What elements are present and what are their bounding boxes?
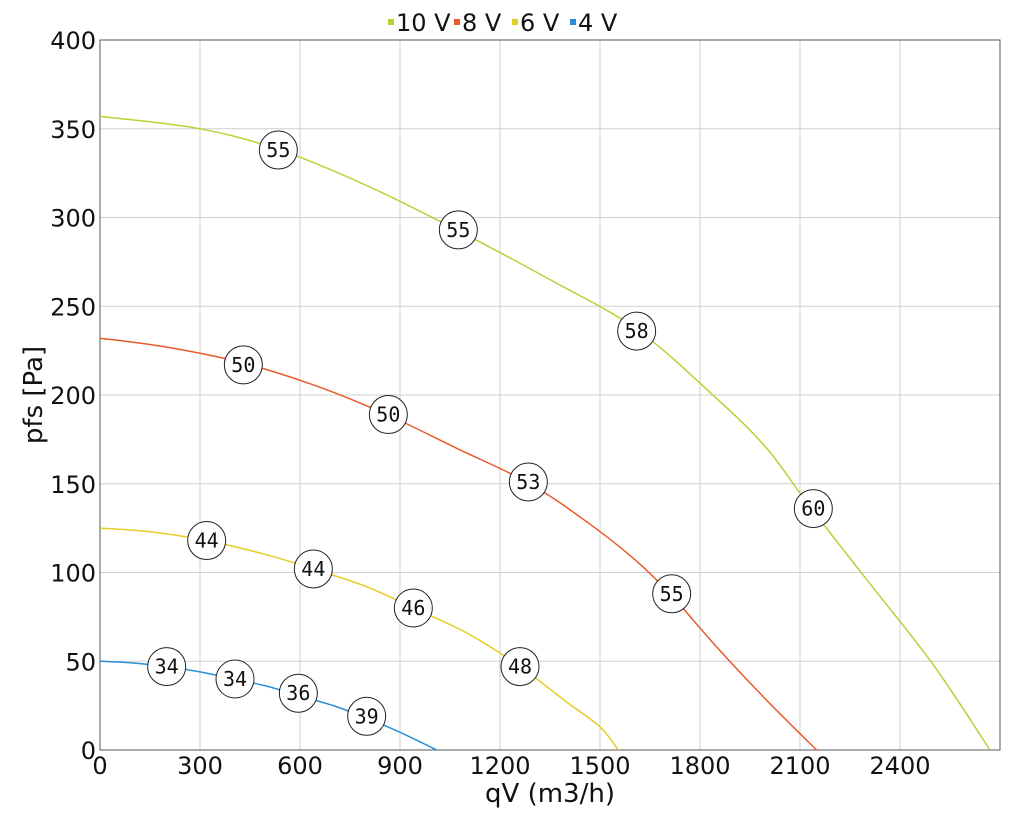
curve-marker: 60: [793, 489, 833, 529]
marker-circle: [508, 462, 548, 502]
y-tick-label: 0: [81, 737, 96, 765]
marker-label: 50: [231, 353, 255, 377]
curve-marker: 44: [293, 549, 333, 589]
series-markers: 55 55 58 60 50 50 53 55 44 44 46 48 34 34 36 39: [147, 130, 833, 736]
legend-swatch: [388, 19, 394, 25]
series-lines: [99, 115, 991, 751]
legend-label: 8 V: [462, 9, 502, 37]
y-tick-label: 350: [50, 116, 96, 144]
legend-swatch: [454, 19, 460, 25]
plot-frame: [99, 39, 1001, 751]
marker-label: 55: [446, 218, 470, 242]
marker-circle: [293, 549, 333, 589]
marker-circle: [258, 130, 298, 170]
curve-marker: 44: [187, 521, 227, 561]
marker-label: 34: [223, 667, 247, 691]
y-tick-label: 150: [50, 471, 96, 499]
legend-swatch: [512, 19, 518, 25]
marker-label: 34: [155, 655, 179, 679]
x-tick-label: 900: [377, 752, 423, 780]
marker-circle: [278, 673, 318, 713]
marker-circle: [500, 647, 540, 687]
legend-label: 6 V: [520, 9, 560, 37]
x-tick-label: 1500: [569, 752, 630, 780]
marker-circle: [652, 574, 692, 614]
marker-label: 60: [801, 497, 825, 521]
curve-marker: 53: [508, 462, 548, 502]
marker-label: 50: [376, 403, 400, 427]
curve-marker: 55: [258, 130, 298, 170]
marker-label: 36: [286, 681, 310, 705]
x-tick-label: 2400: [869, 752, 930, 780]
x-axis-ticks: 0 300 600 900 1200 1500 1800 2100 2400: [92, 752, 930, 780]
y-tick-label: 400: [50, 27, 96, 55]
series-line-10v: [99, 115, 991, 751]
curve-marker: 55: [652, 574, 692, 614]
curve-marker: 34: [147, 647, 187, 687]
x-tick-label: 0: [92, 752, 107, 780]
curve-marker: 58: [617, 311, 657, 351]
y-axis-title: pfs [Pa]: [19, 346, 49, 444]
marker-label: 48: [508, 655, 532, 679]
marker-circle: [147, 647, 187, 687]
marker-circle: [215, 659, 255, 699]
marker-circle: [393, 588, 433, 628]
x-tick-label: 1800: [669, 752, 730, 780]
x-tick-label: 2100: [769, 752, 830, 780]
marker-circle: [438, 210, 478, 250]
y-tick-label: 250: [50, 293, 96, 321]
legend-label: 4 V: [578, 9, 618, 37]
marker-circle: [187, 521, 227, 561]
marker-circle: [793, 489, 833, 529]
marker-circle: [368, 395, 408, 435]
curve-marker: 48: [500, 647, 540, 687]
marker-label: 53: [516, 470, 540, 494]
y-tick-label: 100: [50, 560, 96, 588]
x-tick-label: 600: [277, 752, 323, 780]
marker-label: 44: [301, 557, 325, 581]
legend-swatch: [570, 19, 576, 25]
grid: [99, 39, 1000, 751]
curve-marker: 55: [438, 210, 478, 250]
curve-marker: 34: [215, 659, 255, 699]
curve-marker: 36: [278, 673, 318, 713]
marker-circle: [347, 696, 387, 736]
legend: 10 V 8 V 6 V 4 V: [388, 9, 618, 37]
x-tick-label: 300: [177, 752, 223, 780]
marker-label: 58: [625, 319, 649, 343]
marker-label: 55: [266, 138, 290, 162]
legend-label: 10 V: [396, 9, 451, 37]
curve-marker: 46: [393, 588, 433, 628]
marker-label: 46: [401, 596, 425, 620]
x-axis-title: qV (m3/h): [485, 779, 615, 809]
marker-circle: [617, 311, 657, 351]
marker-circle: [223, 345, 263, 385]
curve-marker: 50: [368, 395, 408, 435]
y-axis-ticks: 0 50 100 150 200 250 300 350 400: [50, 27, 96, 765]
y-tick-label: 300: [50, 205, 96, 233]
y-tick-label: 200: [50, 382, 96, 410]
marker-label: 55: [660, 582, 684, 606]
curve-marker: 50: [223, 345, 263, 385]
y-tick-label: 50: [65, 648, 96, 676]
x-tick-label: 1200: [469, 752, 530, 780]
marker-label: 44: [195, 529, 219, 553]
marker-label: 39: [355, 704, 379, 728]
curve-marker: 39: [347, 696, 387, 736]
